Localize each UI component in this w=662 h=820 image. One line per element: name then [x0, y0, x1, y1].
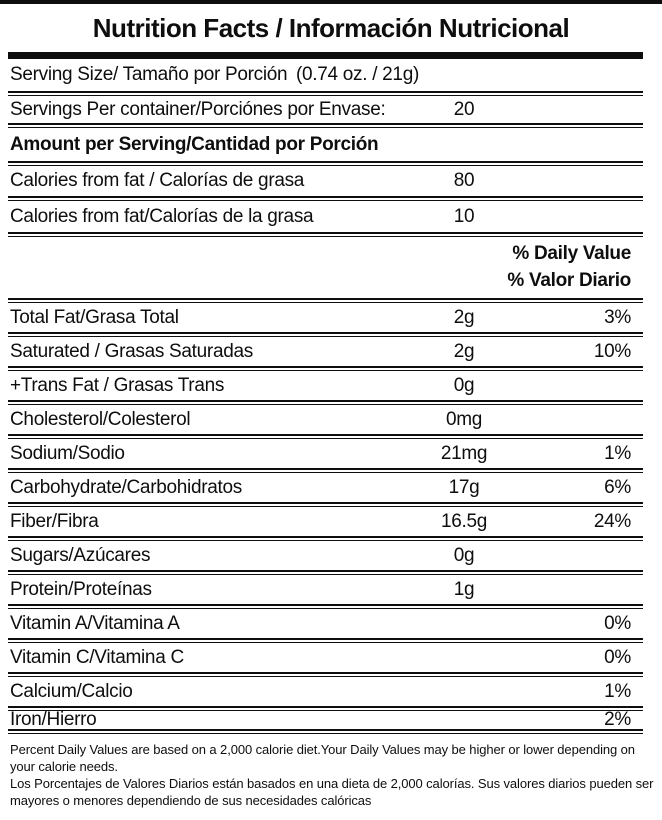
- row-separator: [8, 536, 643, 541]
- nutrient-amount: 1g: [453, 578, 475, 600]
- serving-size-value: (0.74 oz. / 21g): [296, 64, 419, 85]
- row-separator: [8, 604, 643, 609]
- footnote-spanish: Los Porcentajes de Valores Diarios están…: [10, 776, 654, 808]
- row-separator: [8, 570, 643, 575]
- row-separator: [8, 196, 643, 201]
- nutrient-row-sugars: Sugars/Azúcares 0g: [8, 541, 643, 570]
- nutrient-label: Sodium/Sodio: [10, 442, 125, 464]
- nutrient-daily-value: 0%: [604, 646, 631, 668]
- row-separator: [8, 332, 643, 337]
- label-body: Serving Size/ Tamaño por Porción (0.74 o…: [8, 52, 643, 734]
- bottom-rule: [8, 729, 643, 734]
- nutrient-amount: 0g: [453, 544, 475, 566]
- row-amount-per-serving: Amount per Serving/Cantidad por Porción: [8, 128, 643, 161]
- row-separator: [8, 91, 643, 96]
- row-separator: [8, 638, 643, 643]
- nutrient-label: Calcium/Calcio: [10, 680, 133, 702]
- nutrient-daily-value: 0%: [604, 612, 631, 634]
- daily-value-header-es: % Valor Diario: [507, 270, 631, 291]
- nutrient-row-carbohydrate: Carbohydrate/Carbohidratos 17g 6%: [8, 473, 643, 502]
- nutrient-row-fiber: Fiber/Fibra 16.5g 24%: [8, 507, 643, 536]
- calories-label: Calories from fat/Calorías de la grasa: [10, 205, 314, 227]
- row-separator: [8, 502, 643, 507]
- row-separator: [8, 434, 643, 439]
- row-separator: [8, 366, 643, 371]
- label-title: Nutrition Facts / Información Nutriciona…: [92, 13, 570, 43]
- serving-size-label: Serving Size/ Tamaño por Porción: [10, 64, 288, 85]
- row-separator: [8, 232, 643, 237]
- nutrient-label: Protein/Proteínas: [10, 578, 152, 600]
- nutrient-row-saturated-fat: Saturated / Grasas Saturadas 2g 10%: [8, 337, 643, 366]
- nutrient-row-vitamin-a: Vitamin A/Vitamina A 0%: [8, 609, 643, 638]
- nutrient-label: Iron/Hierro: [10, 709, 97, 730]
- daily-value-header-en: % Daily Value: [512, 243, 631, 264]
- nutrient-daily-value: 3%: [604, 306, 631, 328]
- nutrient-row-total-fat: Total Fat/Grasa Total 2g 3%: [8, 303, 643, 332]
- row-serving-size: Serving Size/ Tamaño por Porción (0.74 o…: [8, 59, 643, 91]
- footnote-english: Percent Daily Values are based on a 2,00…: [10, 742, 635, 774]
- nutrient-row-calcium: Calcium/Calcio 1%: [8, 677, 643, 706]
- row-separator: [8, 161, 643, 166]
- nutrient-amount: 21mg: [440, 442, 488, 464]
- nutrient-label: Vitamin C/Vitamina C: [10, 646, 184, 668]
- nutrient-daily-value: 2%: [604, 709, 631, 730]
- nutrient-label: Carbohydrate/Carbohidratos: [10, 476, 242, 498]
- nutrient-daily-value: 24%: [593, 510, 631, 532]
- nutrient-daily-value: 6%: [604, 476, 631, 498]
- nutrient-row-trans-fat: +Trans Fat / Grasas Trans 0g: [8, 371, 643, 400]
- nutrient-daily-value: 10%: [593, 340, 631, 362]
- amount-per-serving-heading: Amount per Serving/Cantidad por Porción: [10, 133, 379, 155]
- row-separator: [8, 400, 643, 405]
- row-separator: [8, 706, 643, 711]
- servings-per-container-label: Servings Per container/Porciónes por Env…: [10, 98, 386, 120]
- nutrient-label: Saturated / Grasas Saturadas: [10, 340, 253, 362]
- nutrient-label: Sugars/Azúcares: [10, 544, 151, 566]
- nutrient-label: Total Fat/Grasa Total: [10, 306, 179, 328]
- nutrient-label: +Trans Fat / Grasas Trans: [10, 374, 225, 396]
- footnotes: Percent Daily Values are based on a 2,00…: [10, 741, 654, 809]
- calories-value: 80: [453, 170, 475, 191]
- calories-label: Calories from fat / Calorías de grasa: [10, 170, 305, 191]
- calories-value: 10: [453, 205, 475, 227]
- nutrient-amount: 2g: [453, 306, 475, 328]
- nutrient-amount: 0g: [453, 374, 475, 396]
- nutrient-daily-value: 1%: [604, 680, 631, 702]
- nutrient-label: Fiber/Fibra: [10, 510, 99, 532]
- row-separator: [8, 123, 643, 128]
- row-servings-per-container: Servings Per container/Porciónes por Env…: [8, 96, 643, 123]
- row-calories-from-fat-1: Calories from fat / Calorías de grasa 80: [8, 166, 643, 196]
- row-calories-from-fat-2: Calories from fat/Calorías de la grasa 1…: [8, 201, 643, 232]
- servings-per-container-value: 20: [453, 98, 475, 120]
- nutrient-amount: 2g: [453, 340, 475, 362]
- top-border-bar: [0, 0, 662, 4]
- row-separator: [8, 672, 643, 677]
- nutrient-amount: 0mg: [445, 408, 483, 430]
- nutrient-label: Cholesterol/Colesterol: [10, 408, 191, 430]
- nutrient-amount: 16.5g: [440, 510, 488, 532]
- nutrient-label: Vitamin A/Vitamina A: [10, 612, 180, 634]
- nutrient-row-protein: Protein/Proteínas 1g: [8, 575, 643, 604]
- row-separator: [8, 298, 643, 303]
- nutrient-row-sodium: Sodium/Sodio 21mg 1%: [8, 439, 643, 468]
- nutrient-row-iron: Iron/Hierro 2%: [8, 709, 643, 730]
- nutrient-row-vitamin-c: Vitamin C/Vitamina C 0%: [8, 643, 643, 672]
- row-separator: [8, 468, 643, 473]
- nutrient-daily-value: 1%: [604, 442, 631, 464]
- nutrient-amount: 17g: [448, 476, 480, 498]
- title-divider-bar: [8, 52, 643, 59]
- nutrient-row-cholesterol: Cholesterol/Colesterol 0mg: [8, 405, 643, 434]
- daily-value-header: % Daily Value % Valor Diario: [8, 237, 643, 298]
